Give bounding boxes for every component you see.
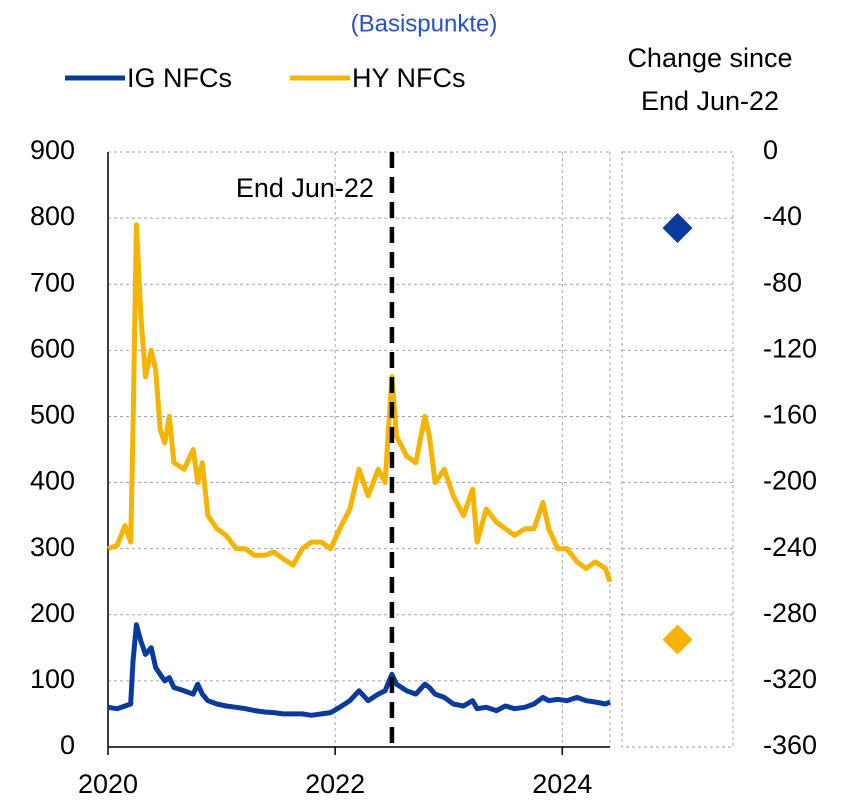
legend-label: IG NFCs: [127, 63, 232, 93]
y-tick-label: -160: [763, 400, 817, 430]
y-tick-label: 600: [30, 333, 75, 363]
y-tick-label: 400: [30, 466, 75, 496]
y-tick-label: -200: [763, 466, 817, 496]
y-tick-label: 800: [30, 201, 75, 231]
x-tick-label: 2024: [532, 769, 592, 799]
y-tick-label: -280: [763, 598, 817, 628]
x-tick-label: 2020: [78, 769, 138, 799]
y-tick-label: 0: [60, 730, 75, 760]
panel-border: [621, 151, 734, 748]
y-tick-label: 100: [30, 664, 75, 694]
y-tick-label: 900: [30, 135, 75, 165]
y-tick-label: -80: [763, 267, 802, 297]
y-tick-label: -120: [763, 333, 817, 363]
y-tick-label: 0: [763, 135, 778, 165]
panel-title: Change since End Jun-22: [627, 43, 792, 116]
y-tick-label: 700: [30, 267, 75, 297]
chart-subtitle: (Basispunkte): [351, 10, 498, 37]
diamond-marker: [662, 624, 693, 655]
y-tick-label: 300: [30, 532, 75, 562]
y-tick-label: -320: [763, 664, 817, 694]
annotation-text: End Jun-22: [236, 173, 374, 203]
y-tick-label: -360: [763, 730, 817, 760]
y-tick-label: 500: [30, 400, 75, 430]
x-tick-label: 2022: [305, 769, 365, 799]
y-tick-label: -240: [763, 532, 817, 562]
line-series: [107, 222, 613, 583]
y-tick-label: -40: [763, 201, 802, 231]
legend-label: HY NFCs: [352, 63, 466, 93]
line-series: [107, 622, 612, 718]
diamond-marker: [662, 213, 693, 244]
y-tick-label: 200: [30, 598, 75, 628]
